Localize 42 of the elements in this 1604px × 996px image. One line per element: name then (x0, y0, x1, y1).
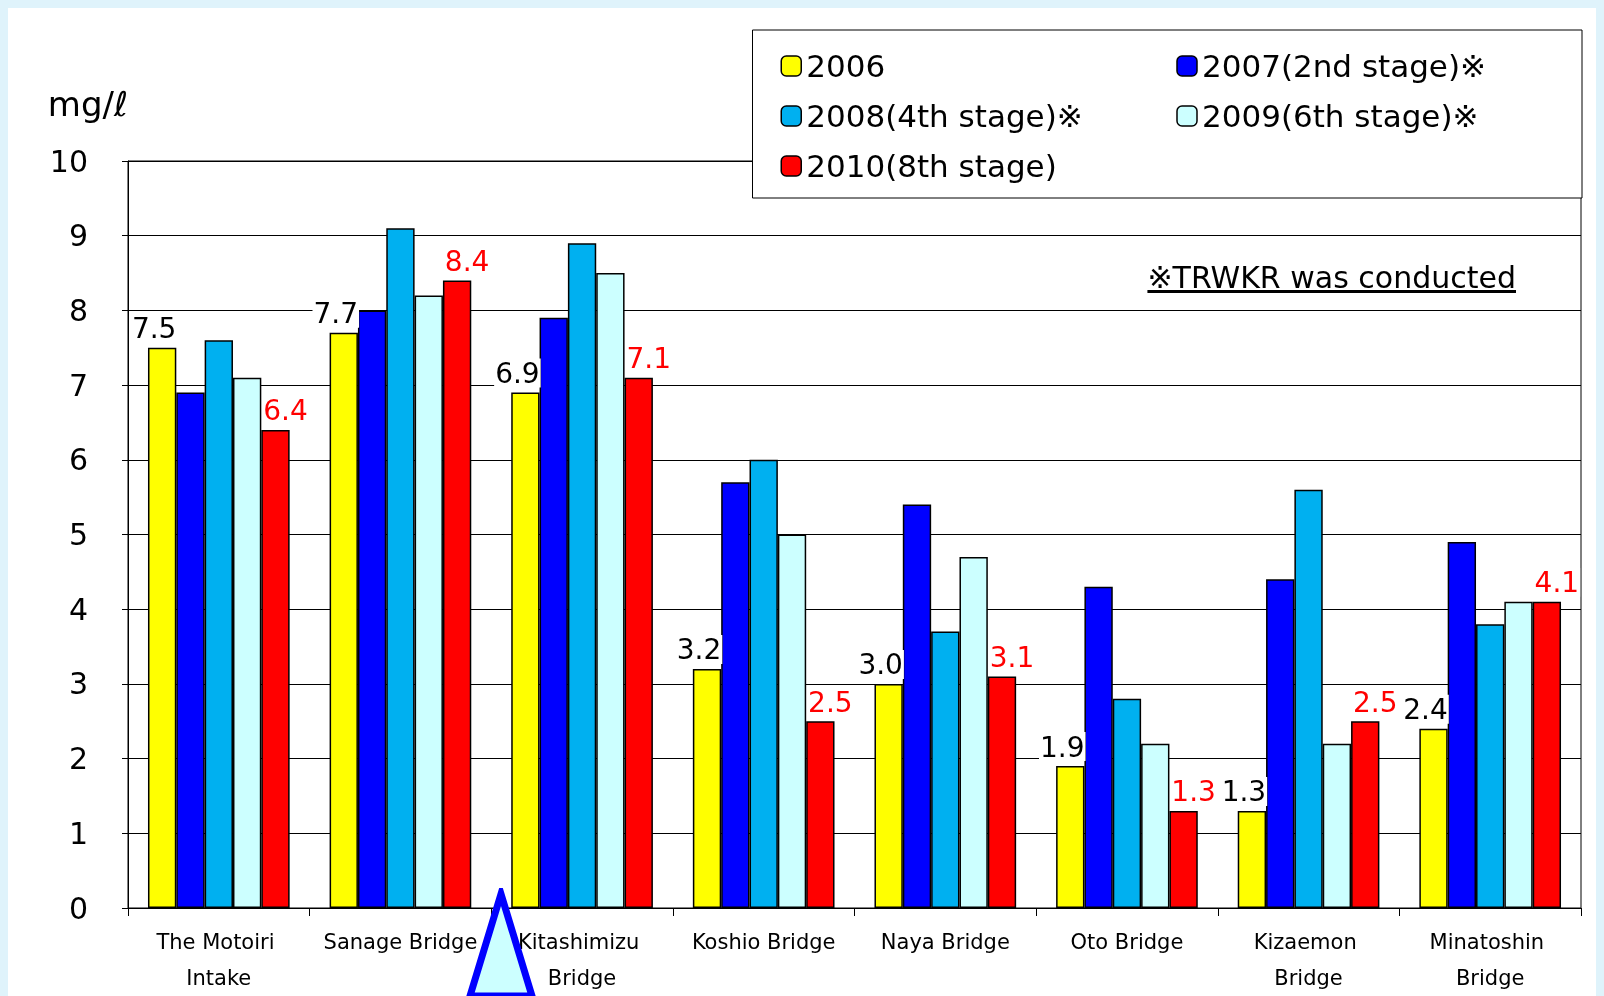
y-tick-label: 3 (68, 666, 88, 702)
y-tick-label: 2 (68, 741, 88, 777)
x-tick-label: The Motoiri Intake (155, 930, 282, 990)
x-tick-label: Kizaemon Bridge (1253, 930, 1364, 990)
x-tick-label: Koshio Bridge (691, 930, 836, 954)
legend-label: 2008(4th stage)※ (806, 98, 1083, 134)
data-label: 2.4 (1403, 693, 1448, 727)
y-tick-label: 7 (68, 367, 88, 403)
legend-label: 2010(8th stage) (806, 148, 1057, 184)
y-tick-label: 9 (68, 218, 88, 254)
legend-label: 2006 (806, 48, 886, 84)
x-tick-label: Minatoshin Bridge (1429, 930, 1551, 990)
data-label: 3.0 (858, 648, 903, 682)
y-tick-label: 4 (68, 591, 88, 627)
data-label: 1.3 (1171, 775, 1216, 809)
y-tick-label: 8 (68, 292, 88, 328)
data-label: 3.1 (989, 640, 1035, 674)
x-tick-label: Sanage Bridge (323, 930, 478, 954)
data-label: 1.9 (1040, 730, 1085, 764)
data-label: 2.5 (808, 685, 853, 719)
y-tick-label: 5 (68, 517, 88, 552)
data-label: 4.1 (1534, 566, 1580, 600)
data-label: 6.4 (263, 394, 308, 428)
y-axis-title: mg/ℓ (47, 84, 128, 124)
x-tick-label: Oto Bridge (1070, 930, 1184, 954)
annotation: ※TRWKR was conducted (1147, 260, 1516, 295)
y-tick-label: 10 (49, 143, 88, 179)
x-tick-label: Naya Bridge (880, 930, 1010, 954)
data-label: 6.9 (495, 357, 540, 391)
y-tick-label: 6 (68, 442, 88, 478)
data-label: 7.5 (131, 312, 177, 346)
data-label: 2.5 (1352, 685, 1398, 719)
data-label: 8.4 (444, 245, 490, 279)
data-label: 7.7 (313, 297, 359, 331)
legend-label: 2009(6th stage)※ (1202, 98, 1479, 134)
data-label: 3.2 (676, 633, 722, 667)
legend-label: 2007(2nd stage)※ (1202, 48, 1487, 84)
data-label: 7.1 (626, 342, 671, 376)
y-tick-label: 0 (68, 890, 88, 926)
y-tick-label: 1 (68, 815, 88, 851)
data-label: 1.3 (1221, 775, 1267, 809)
x-tick-label: Kitashimizu Bridge (518, 930, 647, 990)
